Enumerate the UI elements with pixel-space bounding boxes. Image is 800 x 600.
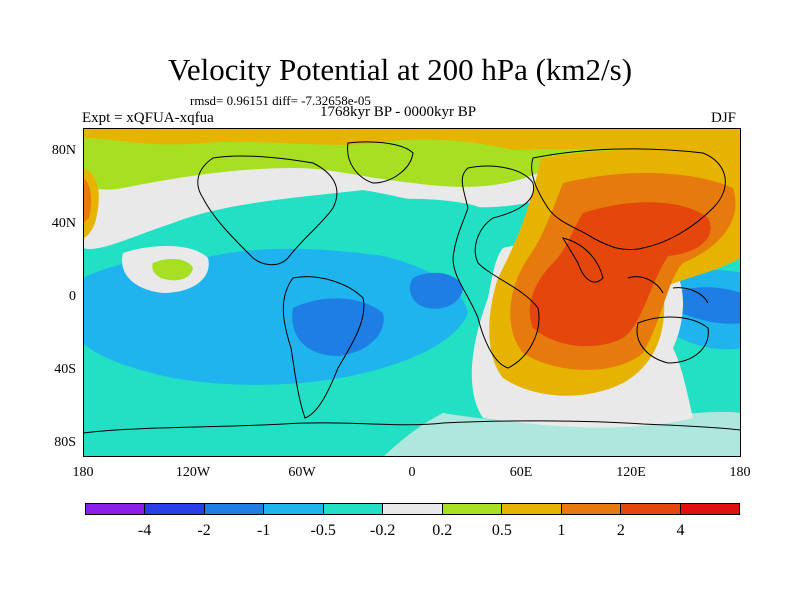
coast-europe-africa <box>452 165 540 369</box>
region-atlantic-cyan <box>333 198 516 262</box>
region-west-orange <box>83 178 91 223</box>
experiment-label: Expt = xQFUA-xqfua <box>82 110 214 126</box>
coast-antarctica <box>83 420 741 434</box>
colorbar-label: 4 <box>676 522 685 539</box>
coastlines <box>83 141 741 434</box>
map-plot <box>83 128 741 457</box>
stats-text: rmsd= 0.96151 diff= -7.32658e-05 <box>190 93 371 108</box>
colorbar-swatch <box>680 504 739 514</box>
coast-north-america <box>197 155 338 266</box>
coast-india <box>561 237 604 283</box>
lat-label-40s: 40S <box>54 362 76 377</box>
colorbar-label: 1 <box>557 522 566 539</box>
map-title: Velocity Potential at 200 hPa (km2/s) <box>167 52 633 87</box>
region-darkblue-pacific <box>670 287 741 324</box>
region-antarctic-white <box>383 411 741 457</box>
colorbar <box>85 503 740 515</box>
coast-greenland <box>347 141 414 184</box>
lat-label-40n: 40N <box>51 216 76 231</box>
lon-label-180w: 180 <box>72 465 94 480</box>
region-warm-red <box>529 202 711 347</box>
colorbar-swatch <box>383 504 443 514</box>
lon-label-180e: 180 <box>729 465 751 480</box>
lat-label-80n: 80N <box>51 143 76 158</box>
colorbar-label: -0.5 <box>310 522 336 539</box>
lon-label-120w: 120W <box>175 465 211 480</box>
lon-label-60e: 60E <box>509 465 533 480</box>
lon-label-60w: 60W <box>288 465 316 480</box>
colorbar-swatch <box>621 504 681 514</box>
colorbar-label: -2 <box>197 522 211 539</box>
colorbar-label: -0.2 <box>370 522 396 539</box>
coast-islands <box>627 276 709 304</box>
lat-label-0: 0 <box>69 289 76 304</box>
coast-australia <box>636 316 709 364</box>
region-darkblue-samerica <box>292 298 384 356</box>
period-label: 1768kyr BP - 0000kyr BP <box>320 104 477 120</box>
colorbar-label: 0.5 <box>491 522 512 539</box>
region-darkblue-atlantic <box>409 272 463 309</box>
season-label: DJF <box>711 110 737 126</box>
colorbar-label: 2 <box>616 522 625 539</box>
colorbar-swatch <box>204 504 265 514</box>
region-polar-yellow <box>83 128 741 153</box>
coast-south-america <box>282 276 365 419</box>
colorbar-swatch <box>145 504 205 514</box>
colorbar-swatch <box>86 504 146 514</box>
colorbar-swatch <box>323 504 384 514</box>
colorbar-swatch <box>442 504 503 514</box>
coast-asia <box>531 148 726 251</box>
lon-label-120e: 120E <box>616 465 646 480</box>
colorbar-label: 0.2 <box>432 522 453 539</box>
colorbar-swatch <box>264 504 324 514</box>
colorbar-swatch <box>561 504 622 514</box>
lon-label-0: 0 <box>408 465 416 480</box>
colorbar-label: -4 <box>137 522 152 539</box>
plot-frame <box>83 128 741 457</box>
colorbar-swatch <box>502 504 562 514</box>
lat-label-80s: 80S <box>54 435 76 450</box>
region-pacific-green <box>152 258 193 281</box>
colorbar-label: -1 <box>256 522 271 539</box>
